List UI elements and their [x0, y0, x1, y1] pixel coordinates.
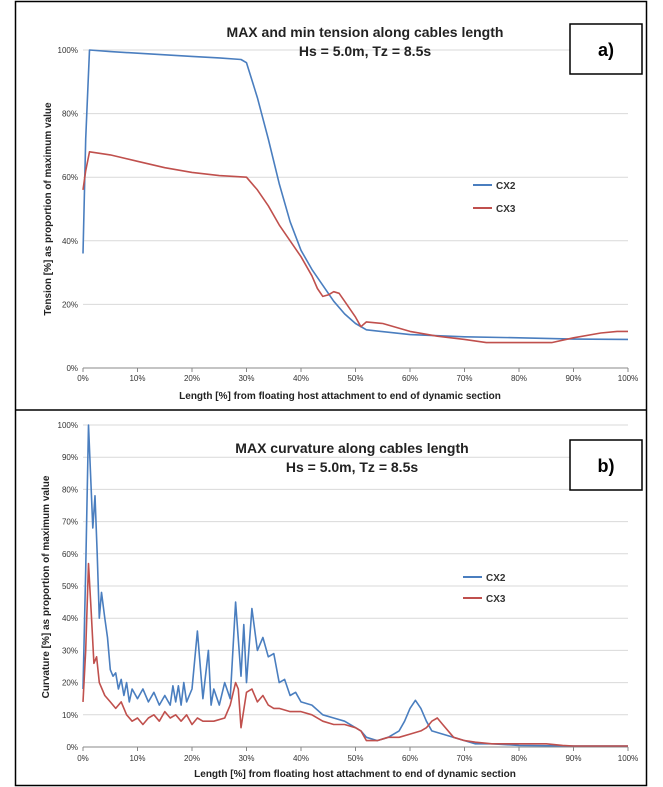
x-tick-label: 70%	[456, 754, 472, 763]
y-tick-label: 20%	[62, 679, 78, 688]
series-line-cx3	[82, 151, 628, 344]
x-tick-label: 40%	[293, 374, 309, 383]
x-tick-label: 50%	[347, 754, 363, 763]
chart-tension-panel: 0% 20% 40% 60% 80% 100% 0% 10% 20% 30% 40% 50% 60% 7…	[43, 23, 643, 402]
y-tick-label: 30%	[62, 646, 78, 655]
x-tick-label: 50%	[347, 374, 363, 383]
panel-label: b)	[598, 456, 615, 476]
y-tick-labels: 0% 10% 20% 30% 40% 50% 60% 70% 80% 90% 100%	[58, 421, 78, 752]
chart-subtitle: Hs = 5.0m, Tz = 8.5s	[286, 459, 419, 475]
x-tick-label: 70%	[456, 374, 472, 383]
y-tick-label: 60%	[62, 550, 78, 559]
panel-label-box: b)	[569, 439, 643, 491]
y-tick-label: 0%	[66, 364, 78, 373]
x-tick-label: 0%	[77, 374, 89, 383]
x-tick-label: 40%	[293, 754, 309, 763]
x-tick-label: 100%	[618, 754, 638, 763]
x-tick-labels: 0% 10% 20% 30% 40% 50% 60% 70% 80% 90% 100%	[77, 374, 638, 383]
x-tick-label: 0%	[77, 754, 89, 763]
series-line-cx2	[82, 49, 629, 341]
legend-label-cx2: CX2	[496, 181, 516, 192]
legend-label-cx2: CX2	[486, 573, 506, 584]
y-tick-label: 100%	[58, 46, 78, 55]
y-tick-label: 70%	[62, 518, 78, 527]
legend-label-cx3: CX3	[486, 594, 506, 605]
series-line-cx3	[82, 562, 628, 747]
chart-title: MAX curvature along cables length	[235, 440, 468, 456]
y-tick-label: 10%	[62, 711, 78, 720]
chart-curvature-panel: 0% 10% 20% 30% 40% 50% 60% 70% 80% 90% 100% 0% 10% 2…	[41, 421, 643, 780]
grid-lines	[82, 424, 629, 751]
series-line-cx2	[82, 424, 628, 747]
panel-label-frame	[569, 439, 643, 491]
y-tick-labels: 0% 20% 40% 60% 80% 100%	[58, 46, 78, 373]
chart-title: MAX and min tension along cables length	[227, 24, 504, 40]
legend: CX2 CX3	[463, 573, 506, 605]
panel-label-frame	[569, 23, 643, 75]
y-tick-label: 40%	[62, 614, 78, 623]
legend-label-cx3: CX3	[496, 204, 516, 215]
panel-label: a)	[598, 40, 614, 60]
y-axis-title: Curvature [%] as proportion of maximum v…	[41, 475, 52, 698]
x-tick-label: 90%	[565, 374, 581, 383]
x-tick-label: 20%	[184, 374, 200, 383]
chart-subtitle: Hs = 5.0m, Tz = 8.5s	[299, 43, 432, 59]
legend: CX2 CX3	[473, 181, 516, 215]
x-tick-label: 90%	[565, 754, 581, 763]
grid-lines	[82, 49, 629, 372]
x-tick-label: 80%	[511, 754, 527, 763]
x-tick-label: 60%	[402, 754, 418, 763]
y-tick-label: 50%	[62, 582, 78, 591]
series-lines	[82, 49, 629, 344]
y-tick-label: 60%	[62, 173, 78, 182]
series-lines	[82, 424, 628, 747]
panel-label-box: a)	[569, 23, 643, 75]
x-tick-label: 100%	[618, 374, 638, 383]
y-tick-label: 90%	[62, 453, 78, 462]
x-tick-label: 80%	[511, 374, 527, 383]
x-tick-label: 10%	[129, 374, 145, 383]
y-tick-label: 20%	[62, 300, 78, 309]
x-tick-label: 30%	[238, 374, 254, 383]
x-axis-title: Length [%] from floating host attachment…	[179, 391, 501, 402]
y-axis-title: Tension [%] as proportion of maximum val…	[43, 102, 54, 316]
x-axis-title: Length [%] from floating host attachment…	[194, 769, 516, 780]
x-tick-label: 20%	[184, 754, 200, 763]
x-tick-labels: 0% 10% 20% 30% 40% 50% 60% 70% 80% 90% 100%	[77, 754, 638, 763]
figure-border	[14, 0, 648, 787]
x-tick-label: 60%	[402, 374, 418, 383]
x-tick-label: 30%	[238, 754, 254, 763]
y-tick-label: 80%	[62, 110, 78, 119]
y-tick-label: 0%	[66, 743, 78, 752]
x-tick-label: 10%	[129, 754, 145, 763]
y-tick-label: 40%	[62, 237, 78, 246]
y-tick-label: 100%	[58, 421, 78, 430]
y-tick-label: 80%	[62, 485, 78, 494]
